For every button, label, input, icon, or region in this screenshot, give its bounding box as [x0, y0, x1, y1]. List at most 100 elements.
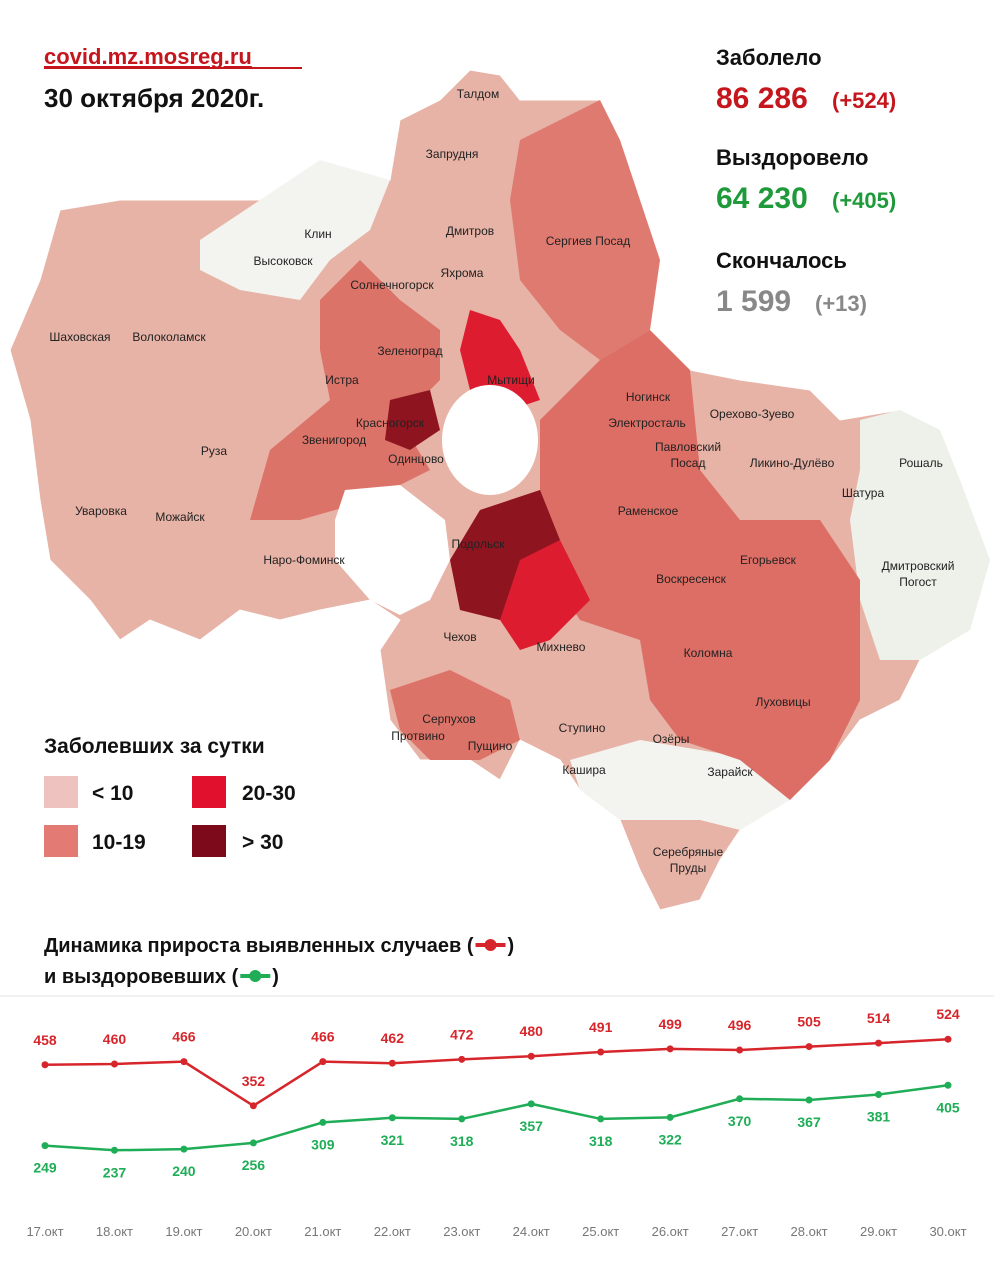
- value-label: 491: [589, 1019, 613, 1035]
- region-white: [850, 410, 990, 660]
- legend-title: Заболевших за сутки: [44, 735, 265, 758]
- value-label: 240: [172, 1163, 196, 1179]
- stat-value: 64 230: [716, 182, 808, 215]
- town-label: Солнечногорск: [350, 278, 434, 292]
- legend-swatch: [44, 825, 78, 857]
- stat-delta: (+524): [832, 88, 896, 113]
- value-label: 505: [797, 1014, 821, 1030]
- point: [805, 1096, 813, 1104]
- town-label: Волоколамск: [132, 330, 206, 344]
- chart-title: и выздоровевших (: [44, 966, 239, 988]
- legend: Заболевших за сутки < 10 10-19 20-30 > 3…: [44, 735, 296, 857]
- value-label: 237: [103, 1164, 127, 1180]
- region-high: [460, 310, 540, 410]
- map: Талдом Запрудня Клин Высоковск Дмитров Я…: [9, 69, 991, 911]
- town-label: Истра: [325, 373, 359, 387]
- value-label: 458: [33, 1032, 57, 1048]
- x-tick-label: 22.окт: [374, 1224, 411, 1239]
- region-white: [570, 740, 790, 830]
- point: [527, 1100, 535, 1108]
- town-label: Рошаль: [899, 456, 943, 470]
- town-label: Можайск: [155, 510, 205, 524]
- value-label: 460: [103, 1031, 127, 1047]
- point: [388, 1114, 396, 1122]
- town-label: Воскресенск: [656, 572, 727, 586]
- point: [180, 1145, 188, 1153]
- town-label: Красногорск: [356, 416, 425, 430]
- town-label: Запрудня: [426, 147, 479, 161]
- town-label: Луховицы: [755, 695, 810, 709]
- town-label: Яхрома: [441, 266, 484, 280]
- region-medium: [540, 330, 860, 800]
- town-label: Уваровка: [75, 504, 127, 518]
- x-tick-label: 29.окт: [860, 1224, 897, 1239]
- town-label: Ступино: [559, 721, 606, 735]
- chart-title: ): [508, 935, 515, 957]
- value-label: 318: [450, 1133, 474, 1149]
- site-link[interactable]: covid.mz.mosreg.ru: [44, 44, 252, 69]
- stat-delta: (+405): [832, 188, 896, 213]
- value-label: 462: [381, 1030, 405, 1046]
- town-label: Пруды: [670, 861, 706, 875]
- point: [527, 1052, 535, 1060]
- point: [805, 1043, 813, 1051]
- town-label: Подольск: [452, 537, 506, 551]
- value-label: 370: [728, 1113, 752, 1129]
- value-label: 405: [936, 1099, 960, 1115]
- town-label: Шатура: [842, 486, 885, 500]
- value-label: 249: [33, 1160, 57, 1176]
- town-label: Дмитровский: [882, 559, 955, 573]
- town-label: Егорьевск: [740, 553, 797, 567]
- stat-label: Скончалось: [716, 248, 847, 273]
- point: [41, 1142, 49, 1150]
- point: [944, 1035, 952, 1043]
- town-label: Погост: [899, 575, 937, 589]
- point: [458, 1115, 466, 1123]
- point: [319, 1058, 327, 1066]
- value-label: 322: [658, 1131, 682, 1147]
- legend-icon: [484, 939, 497, 951]
- x-tick-label: 19.окт: [165, 1224, 202, 1239]
- stat-value: 86 286: [716, 82, 808, 115]
- legend-label: > 30: [242, 831, 283, 854]
- stat-delta: (+13): [815, 291, 867, 316]
- value-label: 466: [172, 1029, 196, 1045]
- header: covid.mz.mosreg.ru 30 октября 2020г.: [44, 44, 302, 113]
- point: [944, 1081, 952, 1089]
- town-label: Чехов: [443, 630, 476, 644]
- point: [249, 1139, 257, 1147]
- value-label: 318: [589, 1133, 613, 1149]
- value-label: 466: [311, 1029, 335, 1045]
- town-label: Зарайск: [707, 765, 753, 779]
- point: [319, 1118, 327, 1126]
- region-medium: [250, 260, 440, 520]
- town-label: Дмитров: [446, 224, 494, 238]
- region-high: [500, 540, 590, 650]
- point: [249, 1102, 257, 1110]
- town-label: Зеленоград: [377, 344, 442, 358]
- town-label: Посад: [671, 456, 706, 470]
- town-label: Звенигород: [302, 433, 366, 447]
- line-chart: Динамика прироста выявленных случаев () и…: [26, 935, 966, 1239]
- town-label: Шаховская: [49, 330, 110, 344]
- value-label: 524: [936, 1006, 960, 1022]
- region-medium: [390, 670, 520, 760]
- value-label: 256: [242, 1157, 266, 1173]
- legend-label: < 10: [92, 782, 133, 805]
- town-label: Ногинск: [626, 390, 671, 404]
- x-tick-label: 27.окт: [721, 1224, 758, 1239]
- town-label: Мытищи: [487, 373, 534, 387]
- town-label: Серебряные: [653, 845, 724, 859]
- x-tick-label: 23.окт: [443, 1224, 480, 1239]
- town-label: Павловский: [655, 440, 721, 454]
- town-label: Высоковск: [254, 254, 314, 268]
- stat-value: 1 599: [716, 285, 791, 318]
- x-tick-label: 18.окт: [96, 1224, 133, 1239]
- point: [597, 1115, 605, 1123]
- value-label: 472: [450, 1026, 474, 1042]
- town-label: Орехово-Зуево: [710, 407, 795, 421]
- region-medium: [510, 100, 660, 360]
- point: [666, 1045, 674, 1053]
- value-label: 514: [867, 1010, 891, 1026]
